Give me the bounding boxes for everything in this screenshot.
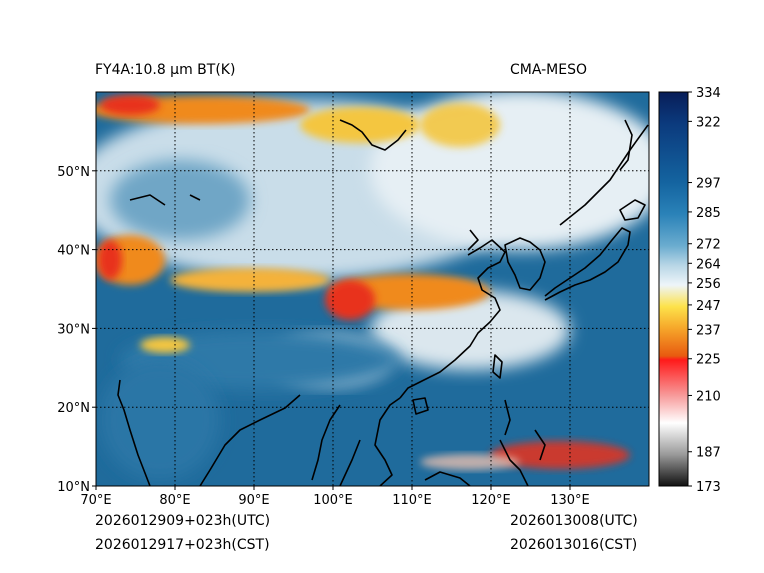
coastlines [117, 119, 649, 486]
lon-tick-label-120: 120°E [471, 493, 511, 508]
coastline-luzon [504, 399, 511, 436]
coastline-hokkaido [619, 199, 646, 221]
axis-ticks: 70°E 80°E 90°E 100°E 110°E 120°E 130°E 10°N 20°N… [57, 165, 590, 508]
lon-tick-label-80: 80°E [159, 493, 190, 508]
colorbar-tick-label-173: 173 [696, 480, 721, 495]
land-india [100, 360, 220, 480]
valid-time-utc: 2026013008(UTC) [510, 513, 638, 529]
colorbar-tick-label-187: 187 [696, 446, 721, 461]
colorbar-tick-label-322: 322 [696, 115, 721, 130]
map-title: FY4A:10.8 µm BT(K) [95, 62, 236, 78]
coastline-sakhalin [619, 119, 633, 171]
coastline-china-east [399, 239, 506, 399]
init-time-utc: 2026012909+023h(UTC) [95, 513, 271, 529]
coastline-caspian-lakes [129, 194, 201, 206]
colorbar-tick-label-237: 237 [696, 323, 721, 338]
map-frame [95, 91, 650, 487]
lat-tick-label-50: 50°N [57, 165, 90, 180]
lon-tick-label-70: 70°E [80, 493, 111, 508]
coastline-korea [504, 237, 546, 291]
colorbar-tick-label-256: 256 [696, 277, 721, 292]
cloud-northeast [370, 92, 649, 250]
colorbar-ticks: 334 322 297 285 272 264 256 247 237 225 210 187 173 [688, 86, 721, 495]
cloud-himalaya [140, 337, 190, 353]
cloud-band-top-red [100, 95, 160, 115]
cloud-core-red [325, 280, 375, 320]
cloud-streak-mid [170, 268, 330, 292]
model-label: CMA-MESO [510, 62, 588, 78]
colorbar-tick-label-334: 334 [696, 86, 721, 101]
coastline-russia-east [559, 124, 649, 226]
lon-tick-label-110: 110°E [392, 493, 432, 508]
colorbar-frame [658, 91, 689, 487]
valid-time-cst: 2026013016(CST) [510, 537, 638, 553]
colorbar-tick-label-210: 210 [696, 389, 721, 404]
coastline-hainan [412, 397, 429, 415]
coastline-india-east [199, 394, 301, 486]
colorbar-tick-label-264: 264 [696, 257, 721, 272]
brightness-temperature-field [96, 92, 649, 486]
colorbar [659, 92, 688, 486]
colorbar-tick-label-297: 297 [696, 177, 721, 192]
land-west [110, 160, 250, 240]
coastline-myanmar [311, 404, 341, 481]
lat-tick-label-40: 40°N [57, 244, 90, 259]
colorbar-tick-label-285: 285 [696, 206, 721, 221]
lat-tick-label-10: 10°N [57, 480, 90, 495]
coastline-borneo [424, 471, 471, 486]
cloud-east-china [370, 290, 570, 370]
lat-tick-label-20: 20°N [57, 401, 90, 416]
coastline-bohai [467, 229, 479, 251]
colorbar-tick-label-247: 247 [696, 299, 721, 314]
coastline-malay [339, 439, 361, 486]
cloud-band-mongolia [300, 107, 420, 143]
coastline-india-west [117, 379, 151, 486]
lon-tick-label-130: 130°E [550, 493, 590, 508]
coastline-taiwan [492, 354, 503, 379]
coastline-japan [544, 227, 631, 301]
cloud-west-red [98, 240, 122, 280]
init-time-cst: 2026012917+023h(CST) [95, 537, 270, 553]
lon-tick-label-90: 90°E [238, 493, 269, 508]
cloud-philippines [490, 441, 630, 469]
coastline-philippines [499, 429, 546, 486]
lon-tick-label-100: 100°E [313, 493, 353, 508]
coastline-indochina [374, 397, 401, 486]
lat-tick-label-30: 30°N [57, 322, 90, 337]
graticule [96, 92, 649, 486]
cloud-south-sea [420, 454, 520, 470]
colorbar-tick-label-225: 225 [696, 353, 721, 368]
colorbar-tick-label-272: 272 [696, 238, 721, 253]
cloud-patch-yellow [420, 103, 500, 147]
coastline-lake-baikal [339, 119, 407, 151]
